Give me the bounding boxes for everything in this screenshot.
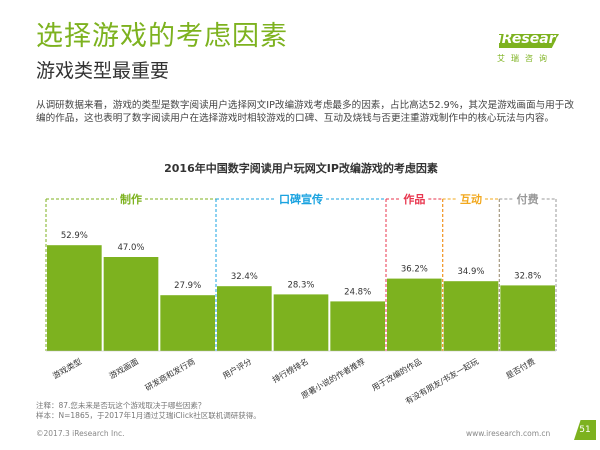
iresearch-logo: iResearch 艾瑞咨询 <box>491 22 574 72</box>
value-label: 28.3% <box>287 280 314 290</box>
footer-copyright: ©2017.3 iResearch Inc. <box>36 429 125 438</box>
note-line-1: 注释：87.您未来是否玩这个游戏取决于哪些因素？ <box>36 401 206 410</box>
value-label: 32.8% <box>514 271 541 281</box>
category-label: 用户评分 <box>221 356 254 381</box>
logo-subtext: 艾瑞咨询 <box>497 54 553 63</box>
value-label: 34.9% <box>457 267 484 277</box>
bar <box>330 301 385 351</box>
value-label: 27.9% <box>174 281 201 291</box>
chart-notes: 注释：87.您未来是否玩这个游戏取决于哪些因素？ 样本：N=1865，于2017… <box>36 401 261 421</box>
value-label: 24.8% <box>344 287 371 297</box>
bar <box>103 257 159 351</box>
group-label: 口碑宣传 <box>279 192 323 206</box>
logo-banner <box>499 34 559 48</box>
category-label: 游戏类型 <box>51 356 84 381</box>
category-label: 研发商和发行商 <box>143 356 196 393</box>
chart-title: 2016年中国数字阅读用户玩网文IP改编游戏的考虑因素 <box>164 161 438 175</box>
group-label: 互动 <box>460 192 482 206</box>
group-label: 制作 <box>120 192 142 206</box>
category-label: 是否付费 <box>504 356 537 381</box>
bar <box>500 285 555 351</box>
note-line-2: 样本：N=1865，于2017年1月通过艾瑞iClick社区联机调研获得。 <box>36 411 261 420</box>
footer-url: www.iresearch.com.cn <box>466 429 551 438</box>
category-label: 排行榜排名 <box>270 356 310 385</box>
category-label: 用于改编的作品 <box>370 356 423 393</box>
bar <box>47 245 102 351</box>
page-subtitle: 游戏类型最重要 <box>36 60 170 82</box>
bar <box>273 294 329 351</box>
value-label: 47.0% <box>117 243 144 253</box>
category-label: 原著小说的作者推荐 <box>299 356 366 401</box>
bar <box>160 295 215 351</box>
page-title: 选择游戏的考虑因素 <box>36 21 288 52</box>
logo-text: iResearch <box>497 31 574 47</box>
bar <box>217 286 272 351</box>
bar <box>443 281 499 351</box>
group-label: 付费 <box>517 192 539 206</box>
bar <box>387 278 442 351</box>
category-label: 游戏画面 <box>107 356 140 381</box>
group-label: 作品 <box>403 192 425 206</box>
description-paragraph: 从调研数据来看，游戏的类型是数字阅读用户选择网文IP改编游戏考虑最多的因素，占比… <box>36 100 574 124</box>
page-number: 51 <box>574 420 596 440</box>
value-label: 36.2% <box>401 265 428 275</box>
value-label: 32.4% <box>231 272 258 282</box>
value-label: 52.9% <box>61 231 88 241</box>
